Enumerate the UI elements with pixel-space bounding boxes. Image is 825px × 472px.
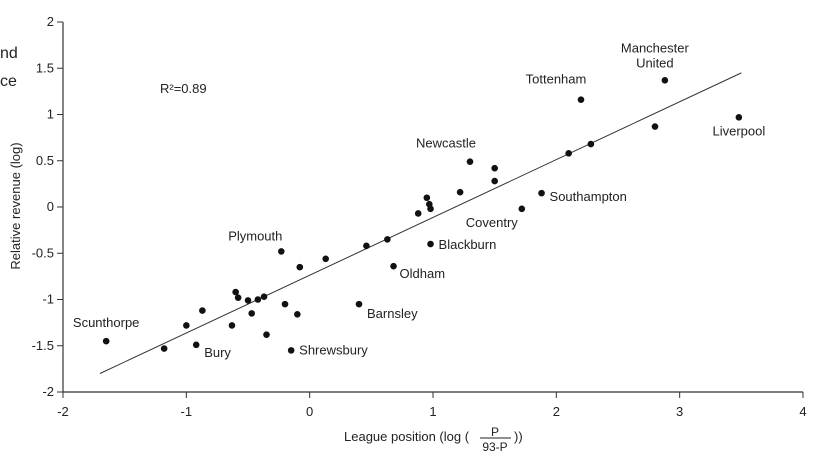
x-tick-label: 2 xyxy=(553,404,560,419)
point-label-line: United xyxy=(636,55,674,70)
data-point xyxy=(281,300,289,308)
data-points xyxy=(102,76,743,354)
data-point xyxy=(384,236,391,243)
data-point xyxy=(183,322,190,329)
x-axis-title-close: )) xyxy=(514,429,523,444)
data-point xyxy=(565,150,572,157)
x-axis-title: League position (log ( P 93-P )) xyxy=(344,425,523,454)
data-point xyxy=(296,263,304,271)
data-point xyxy=(456,188,464,196)
data-point xyxy=(192,341,200,349)
point-label-line: Tottenham xyxy=(526,72,587,87)
data-point xyxy=(577,96,585,103)
data-point xyxy=(363,242,370,250)
data-point xyxy=(587,140,595,148)
data-point xyxy=(102,337,110,345)
data-point xyxy=(427,240,434,248)
point-label-line: Scunthorpe xyxy=(73,315,140,330)
data-point xyxy=(263,331,270,338)
y-tick-label: -1.5 xyxy=(32,338,54,353)
point-label: Bury xyxy=(204,345,231,360)
regression-line-group xyxy=(99,72,742,374)
data-point xyxy=(199,307,206,314)
point-labels: Scunthorpe Bury Plymouth Shrewsbury Barnsley… xyxy=(73,40,765,360)
data-point xyxy=(491,164,498,172)
x-axis-title-denominator: 93-P xyxy=(482,440,507,454)
point-label: Shrewsbury xyxy=(299,342,368,357)
x-axis-title-main: League position (log ( xyxy=(344,429,470,444)
y-axis-title: Relative revenue (log) xyxy=(8,142,23,269)
r-squared-annotation: R²=0.89 xyxy=(160,81,207,96)
data-point xyxy=(232,288,239,296)
x-axis-title-numerator: P xyxy=(491,425,499,439)
point-label-line: Manchester xyxy=(621,40,690,55)
point-label: Oldham xyxy=(400,266,446,281)
point-label-line: Barnsley xyxy=(367,306,418,321)
data-point xyxy=(390,262,397,270)
data-point xyxy=(287,347,295,354)
axes: -2 -1.5 -1 -0.5 0 0.5 1 1.5 2 -2 -1 0 1 2 3 4 xyxy=(32,14,807,419)
regression-line xyxy=(99,72,742,374)
point-label: Southampton xyxy=(550,189,627,204)
data-point xyxy=(538,189,545,197)
point-label: Tottenham xyxy=(526,72,587,87)
data-point xyxy=(466,158,474,165)
y-tick-label: -2 xyxy=(42,384,54,399)
point-label-line: Blackburn xyxy=(439,237,497,252)
data-point xyxy=(294,311,301,318)
point-label-line: Plymouth xyxy=(228,228,282,243)
point-label-line: Coventry xyxy=(466,215,519,230)
point-label-line: Oldham xyxy=(400,266,446,281)
point-label: Manchester United xyxy=(621,40,690,70)
point-label: Plymouth xyxy=(228,228,282,243)
y-tick-label: 0.5 xyxy=(36,153,54,168)
x-tick-label: 0 xyxy=(306,404,313,419)
y-tick-label: 1.5 xyxy=(36,60,54,75)
data-point xyxy=(278,248,285,255)
point-label: Coventry xyxy=(466,215,519,230)
data-point xyxy=(491,177,498,185)
data-point xyxy=(518,205,526,213)
y-tick-label: -1 xyxy=(42,292,54,307)
data-point xyxy=(228,322,236,329)
point-label: Newcastle xyxy=(416,136,476,151)
point-label-line: Shrewsbury xyxy=(299,342,368,357)
y-tick-label: 2 xyxy=(47,14,54,29)
data-point xyxy=(427,205,434,213)
x-tick-label: 1 xyxy=(429,404,436,419)
data-point xyxy=(248,310,255,317)
data-point xyxy=(651,123,659,130)
point-label: Blackburn xyxy=(439,237,497,252)
data-point xyxy=(244,297,252,304)
data-point xyxy=(423,194,431,202)
y-tick-label: 1 xyxy=(47,107,54,122)
data-point xyxy=(355,300,363,308)
cut-off-text-1: nd xyxy=(0,45,18,62)
data-point xyxy=(260,293,268,301)
point-label: Barnsley xyxy=(367,306,418,321)
y-tick-label: 0 xyxy=(47,199,54,214)
data-point xyxy=(322,255,330,263)
point-label-line: Newcastle xyxy=(416,136,476,151)
x-tick-label: 4 xyxy=(799,404,806,419)
data-point xyxy=(661,76,669,84)
x-tick-label: -1 xyxy=(181,404,193,419)
x-tick-label: -2 xyxy=(57,404,69,419)
point-label-line: Bury xyxy=(204,345,231,360)
point-label: Liverpool xyxy=(712,123,765,138)
point-label-line: Liverpool xyxy=(712,123,765,138)
cut-off-text-2: ce xyxy=(0,73,17,90)
data-point xyxy=(254,296,262,303)
point-label: Scunthorpe xyxy=(73,315,140,330)
x-tick-label: 3 xyxy=(676,404,683,419)
data-point xyxy=(414,210,422,217)
data-point xyxy=(234,294,242,301)
data-point xyxy=(735,113,743,121)
y-tick-label: -0.5 xyxy=(32,245,54,260)
data-point xyxy=(160,345,168,352)
point-label-line: Southampton xyxy=(550,189,627,204)
